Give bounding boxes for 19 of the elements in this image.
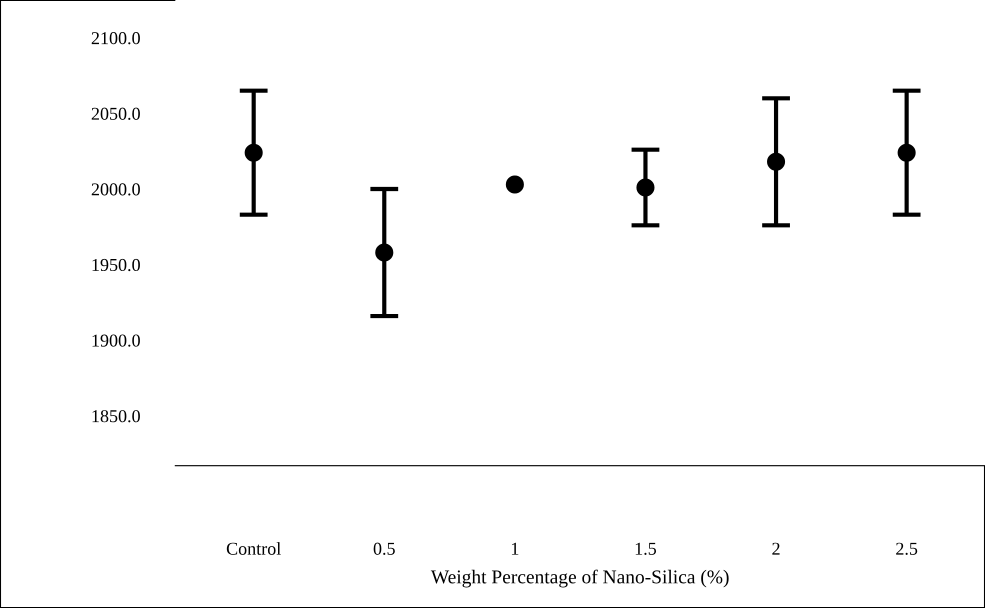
point [898, 144, 916, 162]
point [506, 175, 524, 194]
y-tick-label: 2100.0 [92, 32, 140, 44]
x-tick-label: 1.5 [636, 542, 656, 555]
point [244, 144, 263, 162]
y-tick-label: 1850.0 [92, 410, 140, 422]
x-axis-title: Weight Percentage of Nano-Silica (%) [430, 570, 729, 588]
y-tick-label: 2050.0 [92, 108, 140, 120]
x-tick-label: 2 [772, 542, 780, 555]
y-tick-label: 1950.0 [92, 258, 140, 272]
y-tick-label: 1900.0 [92, 334, 140, 347]
x-tick-label: 0.5 [374, 542, 395, 555]
x-tick-label: 2.5 [896, 542, 918, 555]
point [636, 178, 654, 197]
x-tick-label: 1 [512, 542, 518, 555]
point [375, 243, 394, 262]
x-tick-label: Control [226, 542, 281, 555]
y-tick-label: 2000.0 [92, 183, 140, 196]
point [767, 152, 786, 171]
